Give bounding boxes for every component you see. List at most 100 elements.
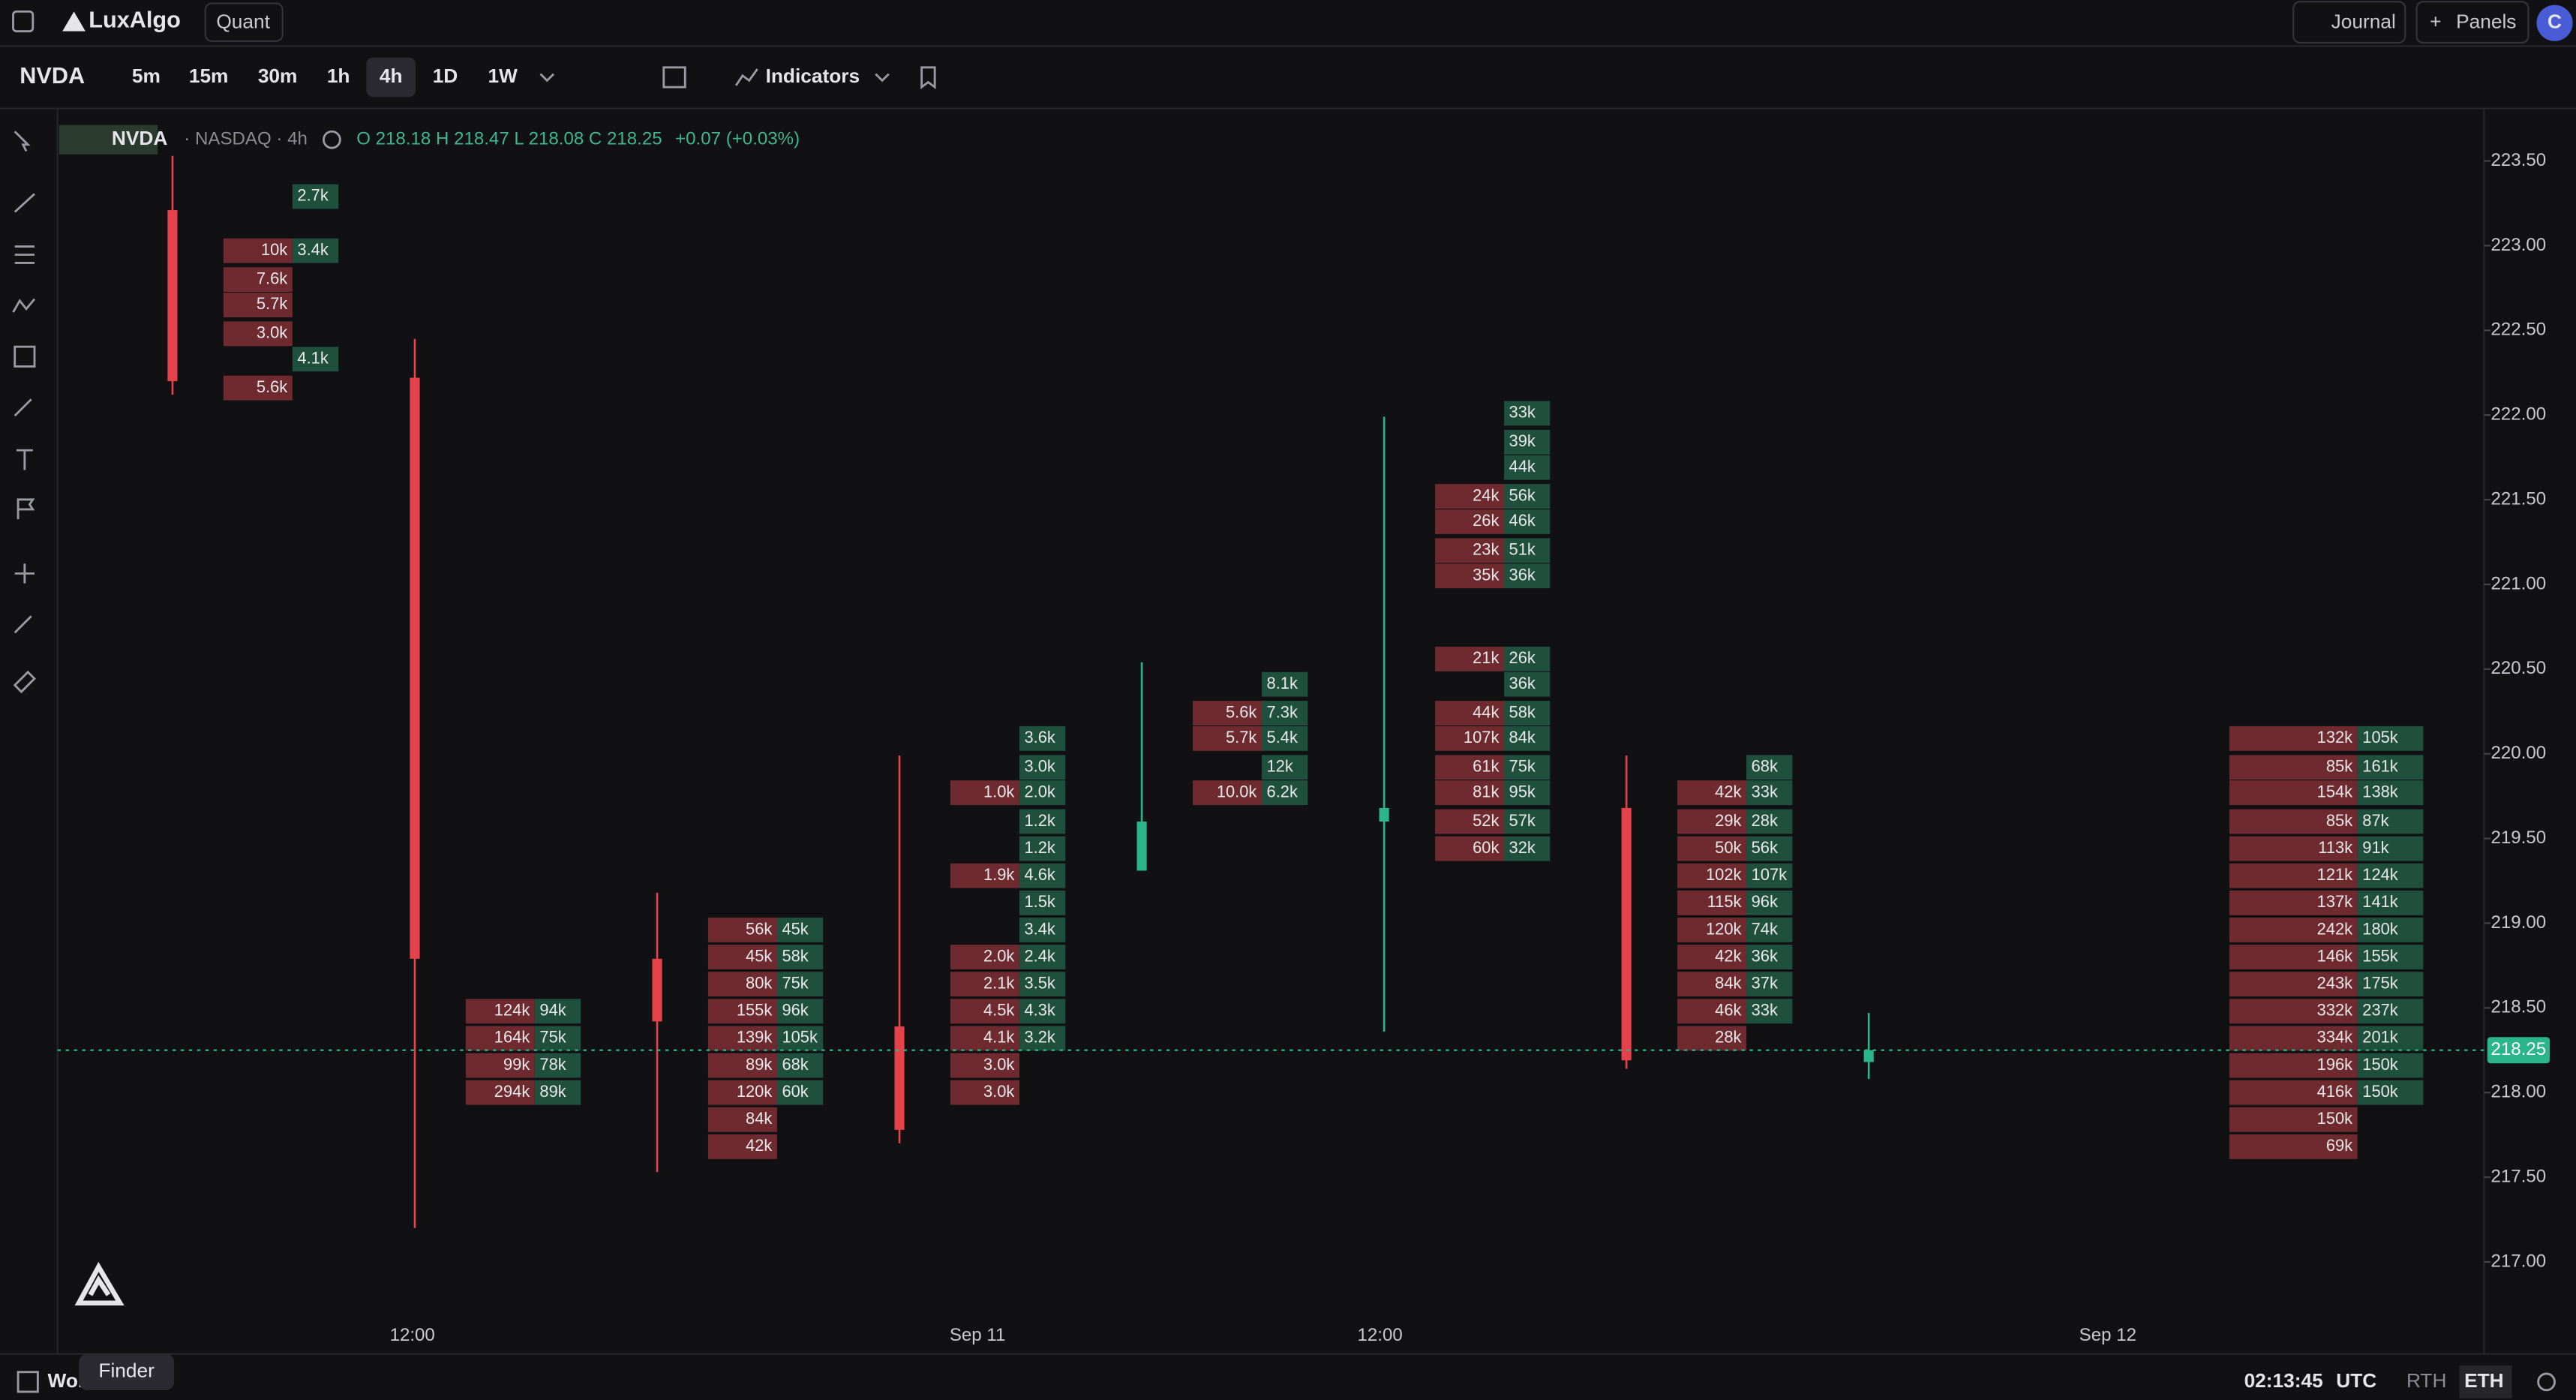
buy-volume: 68k xyxy=(1752,757,1778,776)
line-tool[interactable] xyxy=(14,193,35,213)
indicators[interactable]: Indicators xyxy=(766,65,860,87)
buy-cell xyxy=(534,1053,581,1078)
range-tool[interactable] xyxy=(14,345,36,368)
timezone[interactable]: UTC xyxy=(2336,1369,2376,1392)
sell-volume: 154k xyxy=(2317,782,2353,801)
buy-cell xyxy=(1019,836,1066,861)
buy-cell xyxy=(1503,429,1551,455)
buy-cell xyxy=(1503,538,1551,563)
sell-cell xyxy=(2229,809,2358,834)
brush-tool[interactable] xyxy=(14,398,32,417)
timeframe[interactable]: 4h xyxy=(380,65,403,87)
sell-volume: 80k xyxy=(746,974,772,993)
candle-body xyxy=(1621,807,1632,1061)
eraser-tool[interactable] xyxy=(13,670,37,694)
sell-volume: 139k xyxy=(737,1028,773,1047)
timeframe[interactable]: 15m xyxy=(189,65,229,87)
panels-button[interactable] xyxy=(2415,1,2529,44)
sell-volume: 56k xyxy=(746,919,772,938)
fib-tool[interactable] xyxy=(14,245,35,264)
sell-volume: 4.5k xyxy=(983,1001,1014,1020)
sell-cell xyxy=(2229,780,2358,806)
buy-volume: 39k xyxy=(1509,431,1536,450)
text-tool[interactable] xyxy=(16,449,33,470)
y-tick-label: 220.50 xyxy=(2491,658,2547,678)
sell-cell xyxy=(223,293,293,317)
buy-volume: 175k xyxy=(2362,974,2398,993)
active-timeframe-bg xyxy=(366,57,416,98)
dropdown[interactable] xyxy=(875,73,890,83)
settings-icon[interactable] xyxy=(2537,1372,2556,1392)
buy-cell xyxy=(1746,945,1793,970)
buy-volume: 36k xyxy=(1509,565,1536,584)
sell-volume: 124k xyxy=(494,1001,530,1020)
session-rth[interactable]: RTH xyxy=(2406,1369,2447,1392)
buy-volume: 51k xyxy=(1509,540,1536,559)
avatar[interactable] xyxy=(2536,5,2573,41)
buy-cell xyxy=(2357,1080,2424,1105)
symbol[interactable]: NVDA xyxy=(20,63,85,89)
buy-cell xyxy=(1746,755,1793,780)
sell-volume: 3.0k xyxy=(983,1055,1014,1074)
sell-cell xyxy=(1677,809,1747,834)
sell-cell xyxy=(2229,1053,2358,1078)
magnet-tool[interactable] xyxy=(14,563,35,584)
indicators-icon xyxy=(734,68,758,86)
buy-volume: 105k xyxy=(782,1028,818,1047)
layout-icon[interactable] xyxy=(662,66,686,89)
sell-cell xyxy=(707,918,777,942)
buy-cell xyxy=(1019,780,1066,806)
sell-cell xyxy=(2229,836,2358,861)
buy-volume: 155k xyxy=(2362,946,2398,965)
sell-cell xyxy=(707,1053,777,1078)
pattern-tool[interactable] xyxy=(12,298,36,313)
sidebar-toggle[interactable] xyxy=(12,10,35,33)
buy-volume: 7.3k xyxy=(1267,702,1298,721)
buy-cell xyxy=(1746,918,1793,942)
chart: 217.00 217.50 218.00 218.50 219.00 219.50 220.… xyxy=(57,150,2550,1345)
buy-volume: 84k xyxy=(1509,728,1536,747)
workspace-icon xyxy=(17,1371,39,1393)
buy-volume: 4.1k xyxy=(297,348,328,367)
panels-plus: + xyxy=(2430,11,2441,33)
timeframe[interactable]: 30m xyxy=(258,65,298,87)
timeframe[interactable]: 5m xyxy=(132,65,161,87)
journal-button[interactable] xyxy=(2292,1,2406,44)
sell-cell xyxy=(2229,1080,2358,1105)
legend-symbol: NVDA xyxy=(112,127,167,149)
sell-volume: 26k xyxy=(1473,511,1499,530)
buy-volume: 2.4k xyxy=(1024,946,1055,965)
buy-cell xyxy=(1503,401,1551,426)
candle-body xyxy=(1863,1050,1874,1062)
y-tick-label: 221.00 xyxy=(2491,573,2547,593)
buy-volume: 36k xyxy=(1509,674,1536,692)
buy-volume: 3.2k xyxy=(1024,1028,1055,1047)
bookmark-icon[interactable] xyxy=(920,66,936,89)
sell-cell xyxy=(1677,890,1747,915)
session-eth[interactable]: ETH xyxy=(2464,1369,2504,1392)
sell-cell xyxy=(465,1080,535,1105)
sell-cell xyxy=(950,1026,1019,1051)
sell-cell xyxy=(2229,726,2358,751)
measure-tool[interactable] xyxy=(14,615,32,634)
legend-symbol-box xyxy=(59,125,158,155)
buy-volume: 26k xyxy=(1509,648,1536,667)
buy-cell xyxy=(1503,809,1551,834)
workspace-button[interactable] xyxy=(204,2,284,42)
buy-cell xyxy=(1746,780,1793,806)
buy-volume: 3.0k xyxy=(1024,757,1055,776)
buy-cell xyxy=(2357,836,2424,861)
buy-cell xyxy=(1019,918,1066,942)
buy-cell xyxy=(1503,671,1551,697)
sell-cell xyxy=(950,863,1019,888)
dropdown[interactable] xyxy=(539,73,555,83)
sell-volume: 29k xyxy=(1715,811,1741,830)
timeframe[interactable]: 1h xyxy=(327,65,350,87)
sell-volume: 42k xyxy=(1715,782,1741,801)
cursor-tool[interactable] xyxy=(14,131,31,152)
flag-tool[interactable] xyxy=(17,498,35,520)
timeframe[interactable]: 1W xyxy=(488,65,518,87)
timeframe[interactable]: 1D xyxy=(433,65,458,87)
buy-cell xyxy=(1019,890,1066,915)
